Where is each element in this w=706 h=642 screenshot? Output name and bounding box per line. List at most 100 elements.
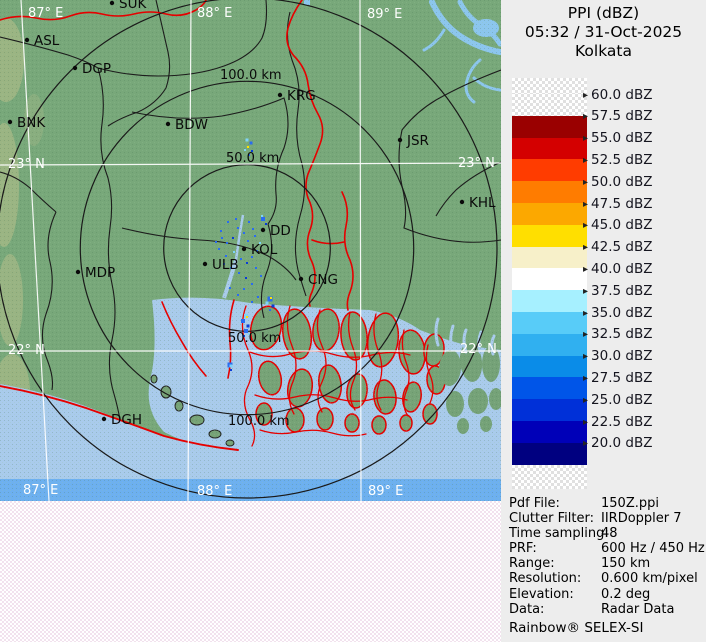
city-label: ASL: [34, 33, 60, 49]
radar-echo-point: [215, 241, 217, 243]
info-value: IIRDoppler 7: [601, 511, 682, 527]
radar-echo-point: [232, 237, 234, 239]
radar-echo-point: [240, 258, 242, 260]
radar-echo-point: [246, 324, 250, 328]
radar-echo-point: [271, 304, 275, 308]
city-dot: [101, 416, 107, 422]
radar-echo-point: [245, 138, 249, 142]
legend-label: ▸ 40.0 dBZ: [583, 260, 653, 277]
info-label: Data:: [509, 601, 545, 617]
range-ring-labels: 100.0 km 50.0 km 50.0 km 100.0 km: [220, 68, 290, 429]
radar-echo-point: [227, 221, 229, 223]
legend-tick-arrow-icon: ▸: [583, 394, 589, 406]
radar-echo-point: [247, 240, 249, 242]
legend-label: ▸ 20.0 dBZ: [583, 435, 653, 452]
panel-title: PPI (dBZ) 05:32 / 31-Oct-2025 Kolkata: [501, 4, 706, 61]
radar-echo-point: [243, 335, 245, 337]
legend-label: ▸ 27.5 dBZ: [583, 369, 653, 386]
radar-echo-point: [241, 319, 245, 323]
legend-swatch: [512, 115, 587, 138]
legend-swatch: [512, 268, 587, 291]
radar-map-view: 87° E 88° E 89° E 87° E 88° E 89° E 23° N 23° N…: [0, 0, 501, 642]
city-dot: [75, 269, 81, 275]
legend-label: ▸ 35.0 dBZ: [583, 304, 653, 321]
city-label: DD: [270, 223, 291, 239]
legend-tick-arrow-icon: ▸: [583, 351, 589, 363]
graticule-label: 89° E: [367, 7, 402, 22]
radar-echo-point: [237, 227, 239, 229]
info-row: Time sampling: 48: [509, 526, 701, 541]
city-dot: [24, 37, 30, 43]
info-row: Elevation: 0.2 deg: [509, 587, 701, 602]
legend-label: ▸ 22.5 dBZ: [583, 413, 653, 430]
info-value: 600 Hz / 450 Hz: [601, 541, 705, 557]
station-name: Kolkata: [575, 42, 632, 60]
info-row: Resolution: 0.600 km/pixel: [509, 571, 701, 586]
radar-echo-point: [226, 242, 228, 244]
scan-info-table: Pdf File: 150Z.ppi Clutter Filter: IIRDoppl…: [509, 496, 705, 617]
legend-label: ▸ 42.5 dBZ: [583, 239, 653, 256]
legend-tick-arrow-icon: ▸: [583, 111, 589, 123]
radar-echo-point: [259, 242, 261, 244]
legend-label: ▸ 60.0 dBZ: [583, 86, 653, 103]
legend-swatch: [512, 290, 587, 312]
info-row: Data: Radar Data: [509, 602, 701, 617]
radar-echo-point: [218, 248, 220, 250]
legend-checker-tail: [512, 464, 587, 489]
city-label: MDP: [85, 265, 115, 281]
radar-echo-point: [265, 301, 269, 305]
city-label: BDW: [175, 117, 208, 133]
city-markers: SUK ASL DGP BNK BDW KRG JSR KHL MDP ULB DD KOL CNG DG…: [7, 0, 496, 428]
info-label: Elevation:: [509, 586, 574, 602]
legend-tick-arrow-icon: ▸: [583, 307, 589, 319]
city-dot: [165, 121, 171, 127]
legend-swatch: [512, 312, 587, 334]
info-value: 150Z.ppi: [601, 496, 659, 511]
city-dot: [277, 92, 283, 98]
city-label: SUK: [119, 0, 147, 12]
radar-echo-point: [225, 255, 227, 257]
legend-label: ▸ 50.0 dBZ: [583, 173, 653, 190]
info-label: Resolution:: [509, 571, 582, 587]
legend-tick-arrow-icon: ▸: [583, 133, 589, 145]
legend-label: ▸ 45.0 dBZ: [583, 217, 653, 234]
graticule-label: 22° N: [8, 343, 45, 358]
radar-echo-point: [244, 329, 248, 333]
radar-echo-point: [269, 309, 271, 311]
city-label: ULB: [212, 257, 239, 273]
range-ring-100km: [79, 80, 415, 416]
radar-echo-point: [265, 223, 267, 225]
radar-echo-point: [230, 267, 232, 269]
radar-echo-point: [246, 316, 248, 318]
radar-echo-point: [270, 297, 272, 299]
legend-label: ▸ 37.5 dBZ: [583, 282, 653, 299]
radar-echo-point: [251, 256, 253, 258]
city-label: JSR: [406, 133, 429, 149]
timestamp: 05:32 / 31-Oct-2025: [524, 23, 683, 41]
radar-echo-point: [238, 272, 240, 274]
legend-swatch: [512, 399, 587, 421]
legend-tick-arrow-icon: ▸: [583, 242, 589, 254]
radar-echo-point: [229, 287, 231, 289]
radar-echo-point: [237, 294, 239, 296]
city-label: KHL: [469, 195, 496, 211]
radar-echo-point: [235, 218, 237, 220]
legend-swatch: [512, 355, 587, 378]
legend-label: ▸ 52.5 dBZ: [583, 151, 653, 168]
legend-label: ▸ 30.0 dBZ: [583, 348, 653, 365]
legend-tick-arrow-icon: ▸: [583, 372, 589, 384]
radar-echo-point: [248, 221, 250, 223]
info-label: Pdf File:: [509, 496, 560, 511]
radar-echo-point: [251, 301, 253, 303]
side-panel: PPI (dBZ) 05:32 / 31-Oct-2025 Kolkata ▸ 6…: [501, 0, 706, 642]
radar-echo-point: [247, 146, 249, 148]
legend-label: ▸ 55.0 dBZ: [583, 130, 653, 147]
legend-label: ▸ 47.5 dBZ: [583, 195, 653, 212]
graticule-label: 88° E: [197, 484, 232, 499]
radar-echo-point: [246, 262, 248, 264]
info-value: 150 km: [601, 556, 651, 572]
radar-echo-point: [261, 217, 265, 221]
city-label: KRG: [287, 88, 316, 104]
legend-tick-arrow-icon: ▸: [583, 89, 589, 101]
legend-tick-arrow-icon: ▸: [583, 220, 589, 232]
